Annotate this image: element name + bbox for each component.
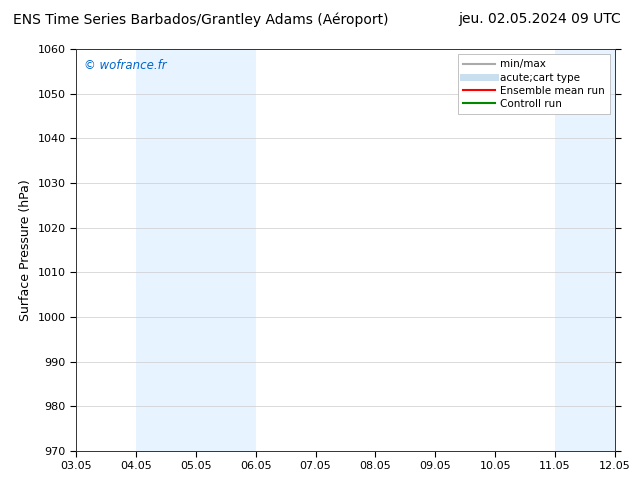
Text: © wofrance.fr: © wofrance.fr bbox=[84, 59, 167, 72]
Text: jeu. 02.05.2024 09 UTC: jeu. 02.05.2024 09 UTC bbox=[458, 12, 621, 26]
Text: ENS Time Series Barbados/Grantley Adams (Aéroport): ENS Time Series Barbados/Grantley Adams … bbox=[13, 12, 388, 27]
Legend: min/max, acute;cart type, Ensemble mean run, Controll run: min/max, acute;cart type, Ensemble mean … bbox=[458, 54, 610, 114]
Bar bbox=[136, 49, 256, 451]
Y-axis label: Surface Pressure (hPa): Surface Pressure (hPa) bbox=[19, 179, 32, 321]
Bar bbox=[555, 49, 634, 451]
